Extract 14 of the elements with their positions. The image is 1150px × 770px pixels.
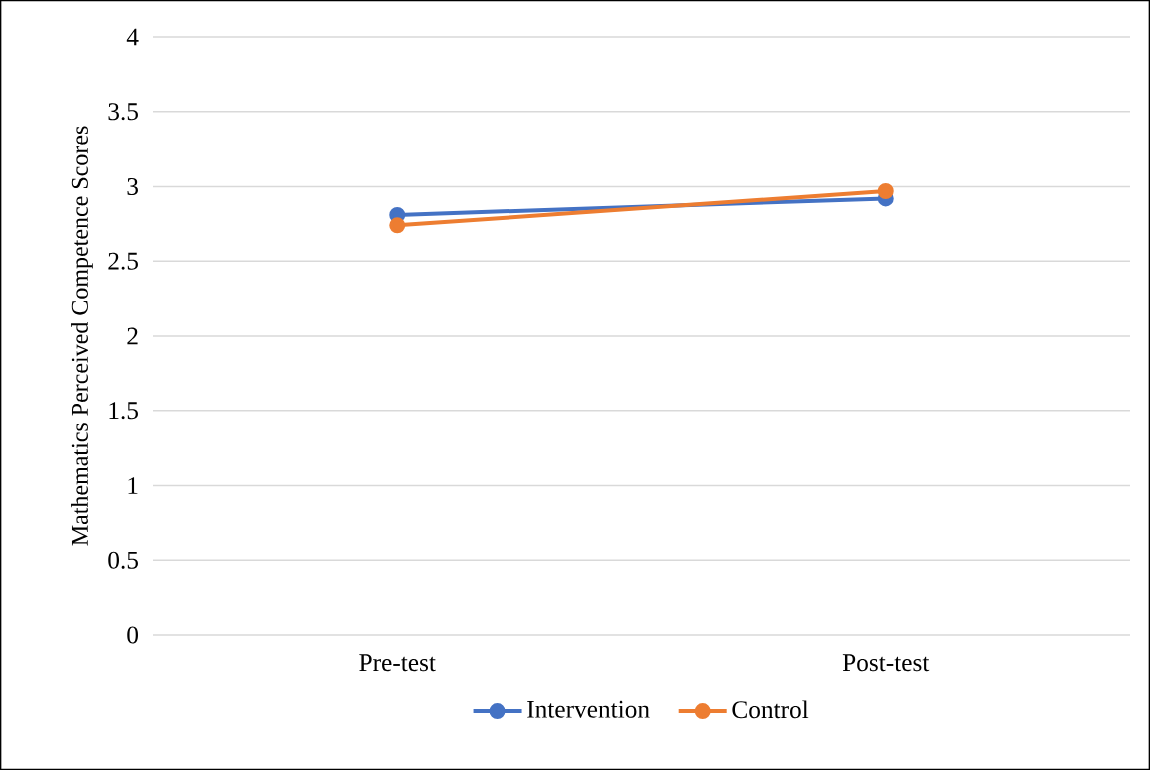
legend-label: Control bbox=[732, 700, 809, 719]
y-tick-label: 1.5 bbox=[109, 402, 138, 420]
y-tick-label: 3.5 bbox=[108, 103, 138, 121]
y-tick-label: 2.5 bbox=[108, 252, 138, 270]
y-tick-label: 1 bbox=[128, 477, 138, 494]
legend-label: Intervention bbox=[527, 700, 650, 718]
y-axis-title: Mathematics Perceived Competence Scores bbox=[71, 126, 93, 546]
x-tick-label: Pre-test bbox=[359, 654, 436, 672]
y-tick-label: 0.5 bbox=[108, 551, 138, 569]
x-tick-label: Post-test bbox=[842, 654, 930, 672]
y-tick-label: 2 bbox=[127, 327, 138, 345]
y-tick-label: 3 bbox=[127, 177, 138, 195]
y-tick-label: 4 bbox=[126, 28, 139, 46]
y-tick-label: 0 bbox=[127, 626, 138, 644]
